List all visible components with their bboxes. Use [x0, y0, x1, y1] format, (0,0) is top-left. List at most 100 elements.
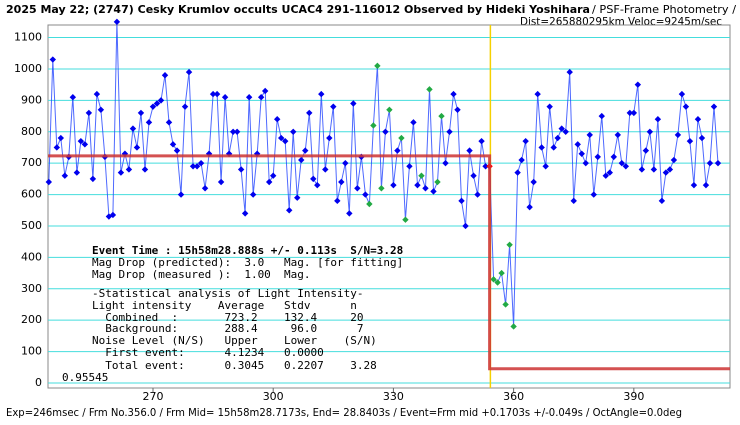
data-point [193, 163, 201, 170]
data-point [562, 128, 569, 135]
data-point [334, 197, 341, 205]
data-point [502, 301, 509, 308]
annotation: -Statistical analysis of Light Intensity… [92, 287, 364, 300]
data-point [129, 125, 137, 132]
data-point [698, 134, 706, 142]
data-point [598, 112, 605, 120]
data-point [534, 90, 541, 98]
y-tick-label: 1100 [14, 31, 42, 44]
data-point [666, 166, 674, 173]
data-point [117, 169, 125, 176]
data-point [422, 185, 429, 192]
data-point [494, 279, 501, 286]
data-point [374, 62, 381, 70]
data-point [610, 153, 617, 161]
data-point [394, 147, 401, 154]
data-point [634, 81, 642, 88]
data-point [354, 185, 361, 192]
data-point [706, 159, 714, 167]
data-point [590, 191, 597, 198]
x-tick-label: 360 [503, 390, 524, 403]
data-point [398, 134, 405, 142]
data-point [370, 122, 377, 129]
data-point [450, 90, 457, 98]
x-tick-label: 300 [263, 390, 284, 403]
data-point [133, 144, 141, 151]
data-point [662, 169, 670, 176]
y-tick-label: 700 [21, 156, 42, 169]
data-point [213, 90, 221, 98]
data-point [265, 178, 273, 186]
data-point [442, 159, 449, 167]
data-point [217, 178, 225, 186]
data-point [410, 119, 417, 126]
data-point [462, 222, 469, 230]
data-point [261, 87, 269, 95]
data-point [141, 166, 149, 173]
data-point [165, 119, 173, 126]
data-point [185, 68, 193, 76]
annotation: Noise Level (N/S) Upper Lower (S/N) [92, 334, 377, 347]
data-point [306, 109, 313, 117]
data-point [646, 128, 654, 135]
data-point [482, 163, 489, 170]
data-point [574, 141, 581, 148]
data-point [522, 137, 529, 145]
y-tick-label: 900 [21, 93, 42, 106]
data-point [570, 197, 577, 205]
footer: Exp=246msec / Frm No.356.0 / Frm Mid= 15… [6, 406, 682, 419]
data-point [310, 175, 317, 183]
data-point [474, 191, 481, 198]
annotation: Mag Drop (predicted): 3.0 Mag. [for fitt… [92, 256, 403, 269]
x-tick-label: 270 [142, 390, 163, 403]
data-point [694, 116, 702, 123]
data-point [221, 94, 229, 101]
annotation: Combined : 723.2 132.4 20 [92, 311, 364, 324]
data-point [606, 169, 613, 176]
chart-title: 2025 May 22; (2747) Cesky Krumlov occult… [6, 3, 590, 16]
data-point [594, 153, 601, 161]
plot-area [47, 24, 731, 389]
data-point [542, 163, 549, 170]
data-point [490, 276, 497, 283]
data-point [498, 269, 505, 277]
data-point [674, 131, 682, 139]
data-point [654, 116, 662, 123]
data-point [269, 172, 277, 179]
data-point [566, 68, 573, 76]
data-point [245, 94, 253, 101]
y-tick-label: 400 [21, 250, 42, 263]
data-point [145, 119, 153, 126]
data-point [201, 185, 209, 192]
data-point [686, 137, 694, 145]
data-point [430, 188, 437, 195]
data-point [278, 134, 285, 142]
data-point [434, 178, 441, 186]
x-tick-label: 390 [623, 390, 644, 403]
data-point [237, 166, 245, 173]
data-point [414, 181, 421, 189]
data-point [622, 163, 630, 170]
data-point [181, 103, 189, 110]
data-point [69, 94, 77, 101]
data-point [602, 172, 609, 179]
data-point [330, 103, 337, 110]
data-point [682, 103, 690, 110]
data-point [658, 197, 666, 205]
data-point [113, 18, 121, 26]
y-tick-label: 800 [21, 125, 42, 138]
y-tick-label: 200 [21, 313, 42, 326]
data-point [650, 166, 658, 173]
data-point [338, 178, 345, 186]
data-point [73, 169, 81, 176]
data-point [274, 116, 281, 123]
data-point [189, 163, 197, 170]
data-point [538, 144, 545, 151]
data-point [362, 191, 369, 198]
data-point [382, 128, 389, 135]
data-point [446, 128, 453, 135]
data-point [85, 109, 93, 117]
data-point [406, 163, 413, 170]
data-point [173, 147, 181, 154]
data-point [249, 191, 257, 198]
